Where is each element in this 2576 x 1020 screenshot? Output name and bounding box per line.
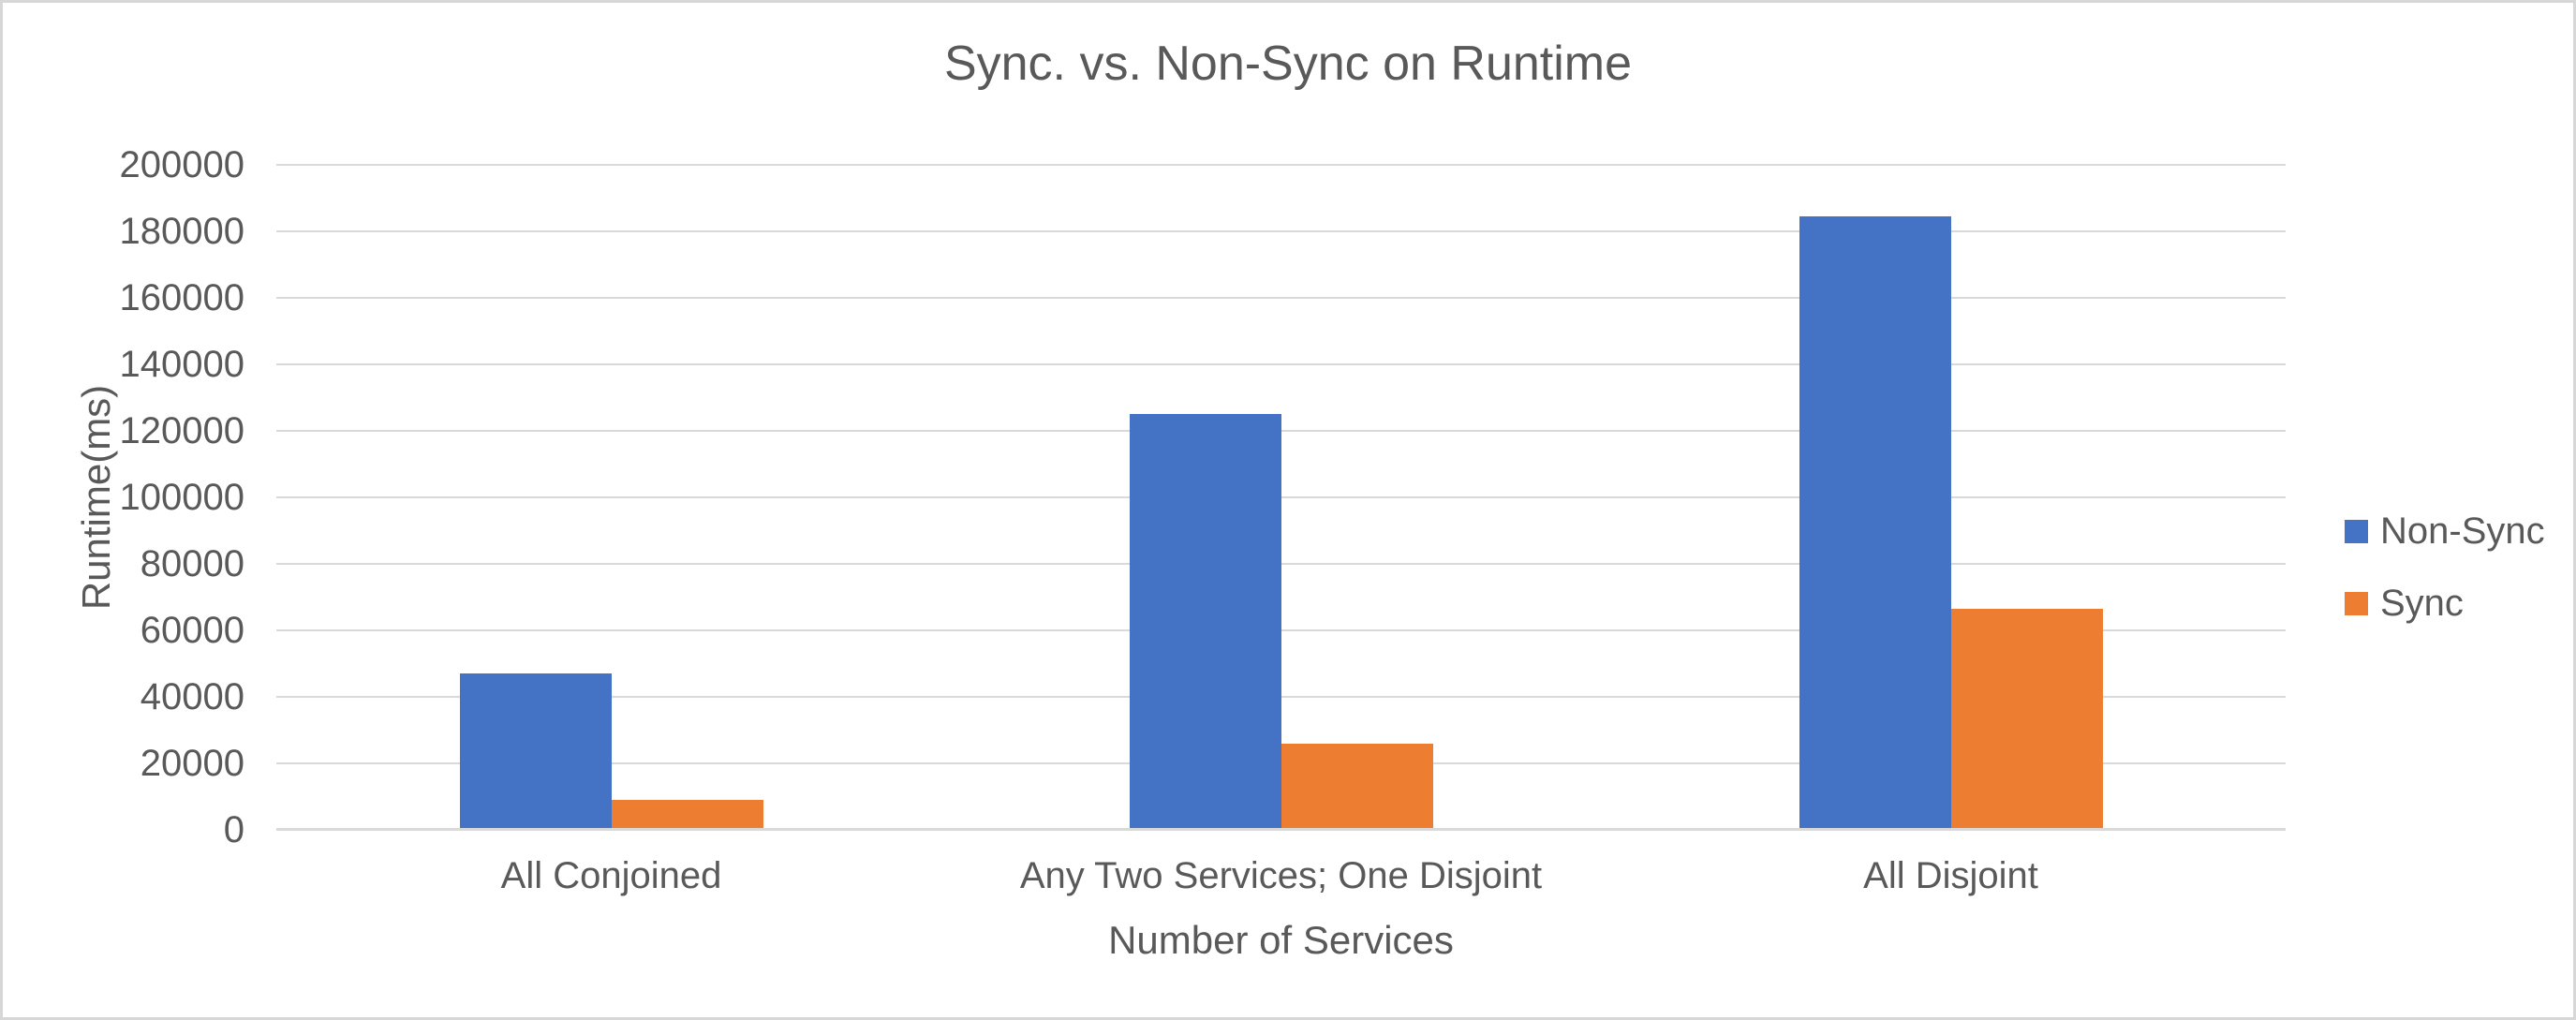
x-category-label: All Disjoint [1863,855,2038,896]
gridline [276,164,2286,166]
bar-non-sync [1129,414,1281,830]
y-axis-tick-labels: 0 20000 40000 60000 80000 100000 120000 140000 1… [31,144,244,850]
legend-entry: Sync [2345,583,2545,624]
legend-swatch-icon [2345,591,2368,615]
plot-area [276,164,2286,831]
bar-sync [611,800,763,830]
bar-non-sync [459,673,612,830]
y-tick-label: 180000 [119,211,244,252]
y-tick-label: 200000 [119,144,244,185]
x-category-label: Any Two Services; One Disjoint [1019,855,1543,896]
y-tick-label: 80000 [140,543,244,584]
gridline [276,230,2286,232]
gridline [276,629,2286,631]
x-axis-title: Number of Services [1108,918,1454,962]
y-tick-label: 120000 [119,410,244,451]
x-axis-category-labels: All Conjoined Any Two Services; One Disjo… [276,851,2286,900]
bar-group [946,165,1616,830]
y-tick-label: 160000 [119,277,244,318]
gridline [276,297,2286,299]
legend-label: Non-Sync [2380,510,2545,552]
gridline [276,430,2286,432]
y-tick-label: 60000 [140,610,244,651]
bar-group [276,165,946,830]
gridline [276,496,2286,498]
bar-group [1616,165,2286,830]
y-tick-label: 140000 [119,344,244,385]
y-tick-label: 20000 [140,743,244,784]
legend-swatch-icon [2345,519,2368,543]
legend-label: Sync [2380,583,2464,624]
legend: Non-Sync Sync [2345,510,2545,624]
y-tick-label: 100000 [119,477,244,518]
gridline [276,563,2286,565]
gridline [276,696,2286,698]
y-tick-label: 0 [223,809,244,850]
chart-title: Sync. vs. Non-Sync on Runtime [943,37,1633,91]
x-axis-line [276,828,2286,831]
bar-non-sync [1799,216,1951,830]
legend-entry: Non-Sync [2345,510,2545,552]
y-tick-label: 40000 [140,676,244,717]
gridline [276,363,2286,365]
x-category-label: All Conjoined [500,855,722,896]
bar-series-area [276,165,2286,830]
bar-sync [1281,743,1433,830]
bar-sync [1950,608,2103,830]
